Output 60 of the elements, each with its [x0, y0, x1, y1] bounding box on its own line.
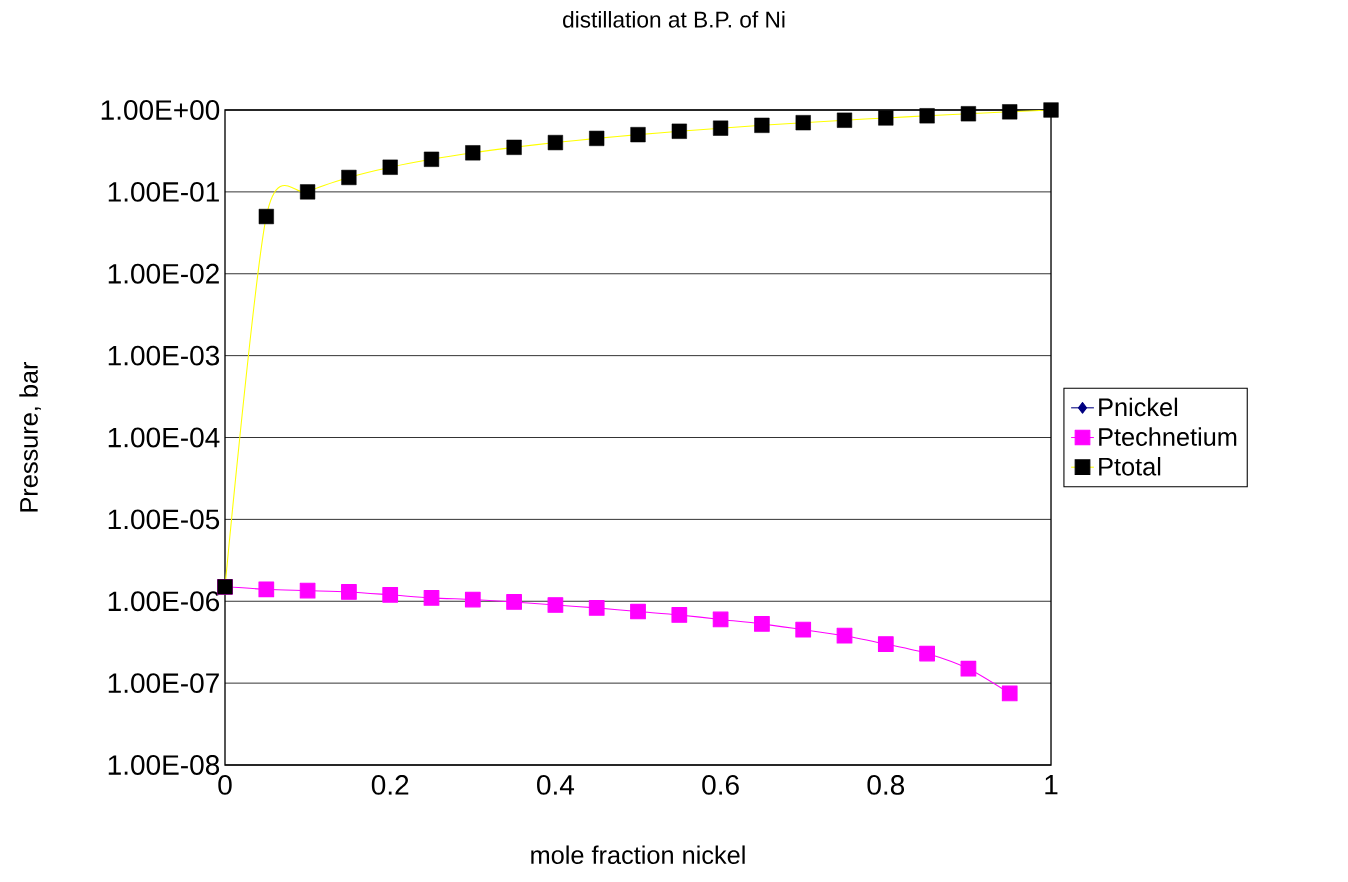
y-tick-label: 1.00E-03	[108, 345, 220, 366]
chart-title: distillation at B.P. of Ni	[563, 11, 785, 28]
legend-label: Ptechnetium	[1099, 427, 1237, 446]
legend-label: Ptotal	[1099, 457, 1161, 476]
point	[630, 127, 646, 143]
x-tick-label: 0.4	[537, 775, 575, 795]
point	[589, 130, 605, 146]
point	[754, 117, 770, 133]
point	[258, 581, 275, 598]
point	[423, 590, 440, 606]
point	[919, 108, 935, 124]
x-tick-label: 0.8	[867, 775, 905, 795]
point	[919, 645, 935, 662]
point	[1001, 685, 1018, 702]
x-tick-label: 0	[218, 775, 232, 795]
point	[877, 636, 894, 652]
y-tick-label: 1.00E-02	[108, 263, 219, 284]
point	[960, 660, 977, 677]
point	[878, 110, 894, 126]
point	[1043, 102, 1059, 118]
point	[712, 611, 729, 628]
point	[382, 586, 399, 603]
point	[423, 151, 440, 167]
point	[795, 115, 811, 131]
point	[630, 603, 646, 620]
point	[960, 106, 977, 122]
y-tick-label: 1.00E-08	[108, 755, 220, 775]
y-tick-label: 1.00E-01	[108, 181, 219, 202]
point	[547, 134, 564, 151]
point	[836, 112, 853, 128]
point	[506, 139, 522, 155]
point	[258, 208, 274, 225]
point	[671, 123, 687, 139]
point	[713, 120, 729, 136]
point	[588, 600, 605, 616]
point	[341, 169, 357, 186]
point	[1002, 104, 1018, 120]
y-tick-label: 1.00E-07	[108, 673, 219, 694]
point	[382, 159, 398, 175]
x-tick-label: 1	[1045, 775, 1058, 795]
y-tick-label: 1.00E-05	[108, 509, 220, 530]
y-tick-label: 1.00E-06	[108, 591, 220, 612]
point	[300, 184, 316, 200]
point	[465, 145, 481, 161]
y-axis-title: Pressure, bar	[19, 361, 41, 512]
point	[464, 591, 481, 608]
point	[547, 597, 564, 613]
y-tick-label: 1.00E-04	[108, 427, 220, 448]
point	[341, 584, 357, 600]
x-tick-label: 0.6	[702, 775, 739, 795]
point	[795, 621, 812, 638]
point	[836, 627, 853, 644]
legend-label: Pnickel	[1099, 397, 1178, 417]
y-tick-label: 1.00E+00	[101, 100, 220, 120]
point	[506, 594, 522, 610]
x-tick-label: 0.2	[371, 775, 409, 795]
point	[671, 607, 688, 623]
point	[299, 582, 316, 599]
point	[754, 615, 770, 632]
x-axis-title: mole fraction nickel	[531, 845, 745, 865]
